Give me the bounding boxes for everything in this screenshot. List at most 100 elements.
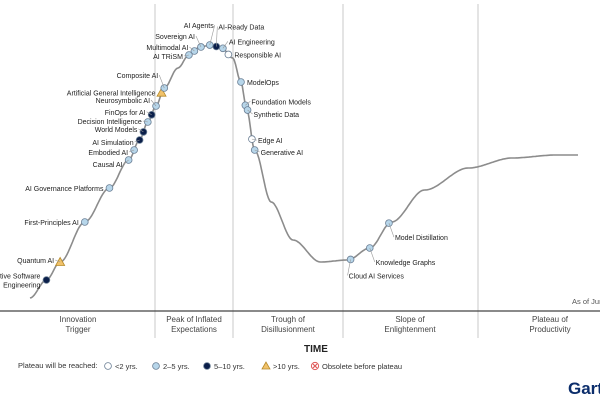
tech-label: AI Simulation	[92, 140, 133, 147]
circle-marker	[42, 276, 51, 284]
circle-marker	[197, 43, 205, 51]
tech-label: AI-Ready Data	[218, 25, 264, 32]
circle-marker	[152, 102, 160, 110]
leader-line	[254, 149, 260, 153]
leader-line	[222, 41, 229, 49]
tech-label: Foundation Models	[251, 99, 311, 106]
leader-line	[209, 24, 216, 46]
tech-point: Artificial General Intelligence	[67, 87, 167, 98]
tech-label: Engineering	[3, 283, 40, 290]
leader-line	[183, 54, 189, 57]
legend-item: >10 yrs.	[261, 361, 300, 371]
phase-label: Trough of	[271, 315, 306, 324]
leader-line	[146, 111, 152, 116]
tech-label: Multimodal AI	[146, 45, 188, 52]
tech-point: Sovereign AI	[155, 34, 205, 51]
tech-point: Responsible AI	[224, 50, 281, 59]
x-axis-label: TIME	[304, 344, 328, 355]
tech-label: ModelOps	[247, 80, 279, 87]
legend-item: 2–5 yrs.	[152, 362, 190, 371]
phase-label: Trigger	[65, 325, 90, 334]
leader-line	[55, 259, 61, 263]
hype-curve	[29, 44, 578, 299]
cross-icon	[312, 363, 318, 369]
leader-line	[369, 247, 376, 263]
phase-label: Peak of Inflated	[166, 315, 222, 324]
tech-point: Model Distillation	[385, 219, 448, 242]
tech-point: AI-Native Software Engineering	[0, 274, 51, 290]
legend-marker	[152, 362, 160, 370]
circle-marker	[237, 78, 245, 86]
legend-title: Plateau will be reached:	[18, 361, 98, 370]
tech-label: Responsible AI	[234, 52, 281, 59]
tech-label: Composite AI	[117, 73, 159, 80]
tech-point: AI Simulation	[92, 136, 144, 147]
leader-line	[195, 35, 202, 48]
circle-marker	[224, 50, 233, 59]
leader-line	[189, 46, 195, 52]
leader-line	[245, 101, 251, 106]
leader-line	[150, 99, 157, 107]
tech-point: FinOps for AI	[105, 110, 156, 119]
leader-line	[142, 120, 148, 123]
tech-label: Embodied AI	[88, 150, 128, 157]
phase-label: Innovation	[60, 315, 97, 324]
leader-line	[347, 259, 351, 276]
phase-label: Slope of	[395, 315, 425, 324]
tech-point: Knowledge Graphs	[365, 244, 436, 267]
legend-item: Obsolete before plateau	[310, 361, 402, 371]
tech-label: AI-Native Software	[0, 274, 41, 281]
tech-label: First-Principles AI	[24, 220, 79, 227]
tech-label: Causal AI	[93, 162, 123, 169]
tech-label: AI TRiSM	[153, 54, 183, 61]
tech-point: Generative AI	[250, 146, 303, 157]
as-of-note: As of Jun	[572, 297, 600, 306]
tech-point: ModelOps	[237, 78, 279, 87]
legend-label: 5–10 yrs.	[214, 362, 245, 371]
leader-line	[247, 109, 253, 115]
circle-marker	[81, 218, 89, 226]
tech-label: AI Agents	[184, 23, 214, 30]
leader-line	[251, 138, 257, 141]
leader-line	[216, 26, 218, 47]
tech-label: Decision Intelligence	[78, 119, 142, 126]
tech-point: Synthetic Data	[243, 106, 300, 119]
tech-label: Edge AI	[258, 138, 283, 145]
tech-point: Edge AI	[248, 135, 283, 145]
triangle-marker	[54, 256, 66, 266]
tech-label: AI Engineering	[229, 39, 275, 46]
tech-label: AI Governance Platforms	[25, 186, 104, 193]
brand-logo-text: Gart	[568, 379, 600, 398]
tech-label: Cloud AI Services	[349, 273, 405, 280]
tech-label: Neurosymbolic AI	[96, 98, 151, 105]
leader-line	[134, 139, 140, 143]
leader-line	[388, 223, 395, 238]
tech-point: Multimodal AI	[146, 45, 199, 55]
legend-label: Obsolete before plateau	[322, 362, 402, 371]
circle-marker	[139, 128, 148, 136]
phase-label: Enlightenment	[384, 325, 436, 334]
legend-item: 5–10 yrs.	[203, 362, 245, 371]
tech-point: First-Principles AI	[24, 218, 89, 227]
leader-line	[129, 149, 135, 153]
circle-marker	[105, 184, 114, 192]
legend-label: 2–5 yrs.	[163, 362, 190, 371]
leader-line	[138, 128, 144, 133]
tech-label: Synthetic Data	[254, 112, 300, 119]
legend-marker	[104, 362, 112, 370]
tech-label: Artificial General Intelligence	[67, 91, 156, 98]
legend: Plateau will be reached: <2 yrs. 2–5 yrs. 5…	[18, 361, 402, 371]
tech-label: Quantum AI	[17, 258, 54, 265]
legend-label: <2 yrs.	[115, 362, 138, 371]
legend-item: <2 yrs.	[104, 362, 138, 371]
tech-label: Model Distillation	[395, 235, 448, 242]
tech-label: Knowledge Graphs	[376, 260, 436, 267]
leader-line	[158, 74, 165, 89]
legend-marker	[203, 362, 211, 370]
tech-label: FinOps for AI	[105, 110, 146, 117]
tech-point: Embodied AI	[88, 146, 138, 157]
tech-point: Cloud AI Services	[346, 255, 405, 280]
phase-label: Plateau of	[532, 315, 569, 324]
